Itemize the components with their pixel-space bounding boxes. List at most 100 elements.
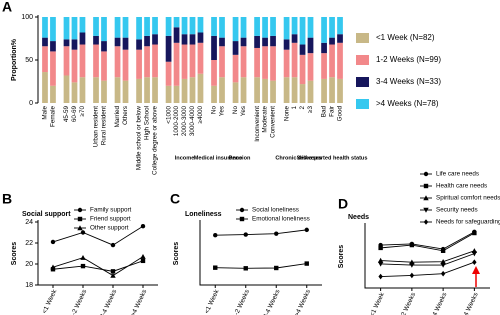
bar-segment [42, 17, 48, 38]
bar-segment [321, 17, 327, 43]
bar-segment [136, 39, 142, 50]
axis-line [199, 220, 322, 286]
x-tick-label: Married [114, 106, 121, 128]
marker [77, 216, 83, 222]
bar-segment [63, 75, 70, 103]
bar-segment [152, 77, 158, 103]
bar-segment [262, 46, 268, 79]
marker [440, 248, 446, 253]
x-tick-label: Fair [329, 106, 336, 117]
x-tick-label: Inconvenient [254, 106, 261, 142]
legend-label: >4 Weeks (N=78) [376, 99, 439, 108]
x-tick-label: 3000-4000 [189, 106, 196, 137]
y-tick-label: 24 [25, 219, 33, 226]
x-tick-label: 1-2 Weeks [69, 288, 89, 315]
legend-label: Friend support [90, 216, 131, 223]
bar-segment [71, 49, 78, 83]
marker [378, 245, 383, 251]
bar-segment [283, 77, 290, 103]
bar-segment [240, 17, 247, 38]
marker [213, 233, 218, 238]
bar-segment [211, 35, 217, 60]
line [380, 261, 475, 277]
y-axis-label: Scores [11, 242, 18, 265]
bar-segment [50, 41, 56, 52]
bar-segment [152, 44, 158, 78]
bar-segment [307, 17, 314, 38]
y-tick-label: 0 [29, 100, 33, 107]
x-tick-label: >4 Weeks [130, 288, 149, 315]
bar-segment [299, 84, 306, 103]
bar-segment [197, 73, 204, 103]
bar-segment [337, 42, 343, 79]
y-axis-label: Proportion% [11, 38, 18, 81]
marker [423, 219, 429, 225]
bar-segment [232, 82, 239, 103]
bar-segment [181, 17, 188, 35]
bar-segment [291, 34, 298, 43]
x-tick-label: Yes [240, 106, 247, 116]
bar-segment [262, 78, 268, 103]
bar-segment [219, 77, 225, 103]
marker [80, 255, 86, 260]
bar-segment [173, 17, 180, 28]
marker [274, 231, 279, 236]
bar-segment [270, 80, 276, 103]
x-tick-label: ≥4000 [197, 106, 204, 124]
marker [110, 242, 116, 248]
bar-segment [114, 17, 121, 38]
bar-segment [71, 82, 78, 103]
bar-segment [93, 17, 99, 36]
bar-segment [144, 17, 150, 36]
bar-segment [254, 35, 260, 48]
marker [110, 269, 116, 274]
bar-segment [270, 35, 276, 47]
x-tick-label: Others [122, 106, 129, 125]
y-axis-label: Scores [173, 242, 180, 265]
bar-segment [101, 51, 107, 81]
bar-segment [329, 17, 335, 38]
bar-segment [254, 77, 260, 103]
bar-segment [307, 53, 314, 81]
legend-label: Health care needs [436, 183, 487, 190]
marker [274, 265, 279, 271]
bar-segment [232, 41, 239, 55]
bar-segment [254, 17, 260, 36]
axis-line [364, 223, 490, 289]
chart-title: Loneliness [185, 211, 222, 218]
marker [50, 264, 56, 270]
x-tick-label: >4 Weeks [294, 288, 313, 315]
marker [239, 216, 245, 222]
bar-segment [254, 47, 260, 78]
bar-segment [211, 17, 217, 36]
bar-segment [63, 39, 70, 47]
bar-segment [173, 42, 180, 86]
bar-segment [50, 85, 56, 103]
group-label: Income [175, 155, 195, 161]
x-tick-label: Bad [321, 106, 328, 118]
bar-segment [321, 53, 327, 79]
marker [243, 266, 248, 271]
chart-title: Social support [22, 211, 71, 218]
legend-swatch [356, 99, 369, 109]
x-tick-label: <1000 [165, 106, 172, 124]
bar-segment [181, 44, 188, 79]
legend-label: 1-2 Weeks (N=99) [376, 55, 441, 64]
marker [440, 262, 446, 268]
line [380, 250, 475, 263]
x-tick-label: 1-2 Weeks [232, 288, 252, 315]
x-tick-label: 2000-3000 [181, 106, 188, 137]
bar-segment [71, 39, 78, 50]
bar-segment [165, 17, 172, 36]
marker [377, 261, 384, 267]
legend-label: <1 Week (N=82) [376, 33, 435, 42]
bar-segment [197, 42, 204, 74]
legend-swatch [356, 33, 369, 43]
marker [80, 230, 86, 235]
x-tick-label: 1000-2000 [173, 106, 180, 137]
marker [110, 272, 116, 278]
x-tick-label: Good [337, 106, 344, 122]
bar-segment [136, 17, 142, 40]
marker [423, 195, 429, 201]
bar-segment [144, 46, 150, 78]
